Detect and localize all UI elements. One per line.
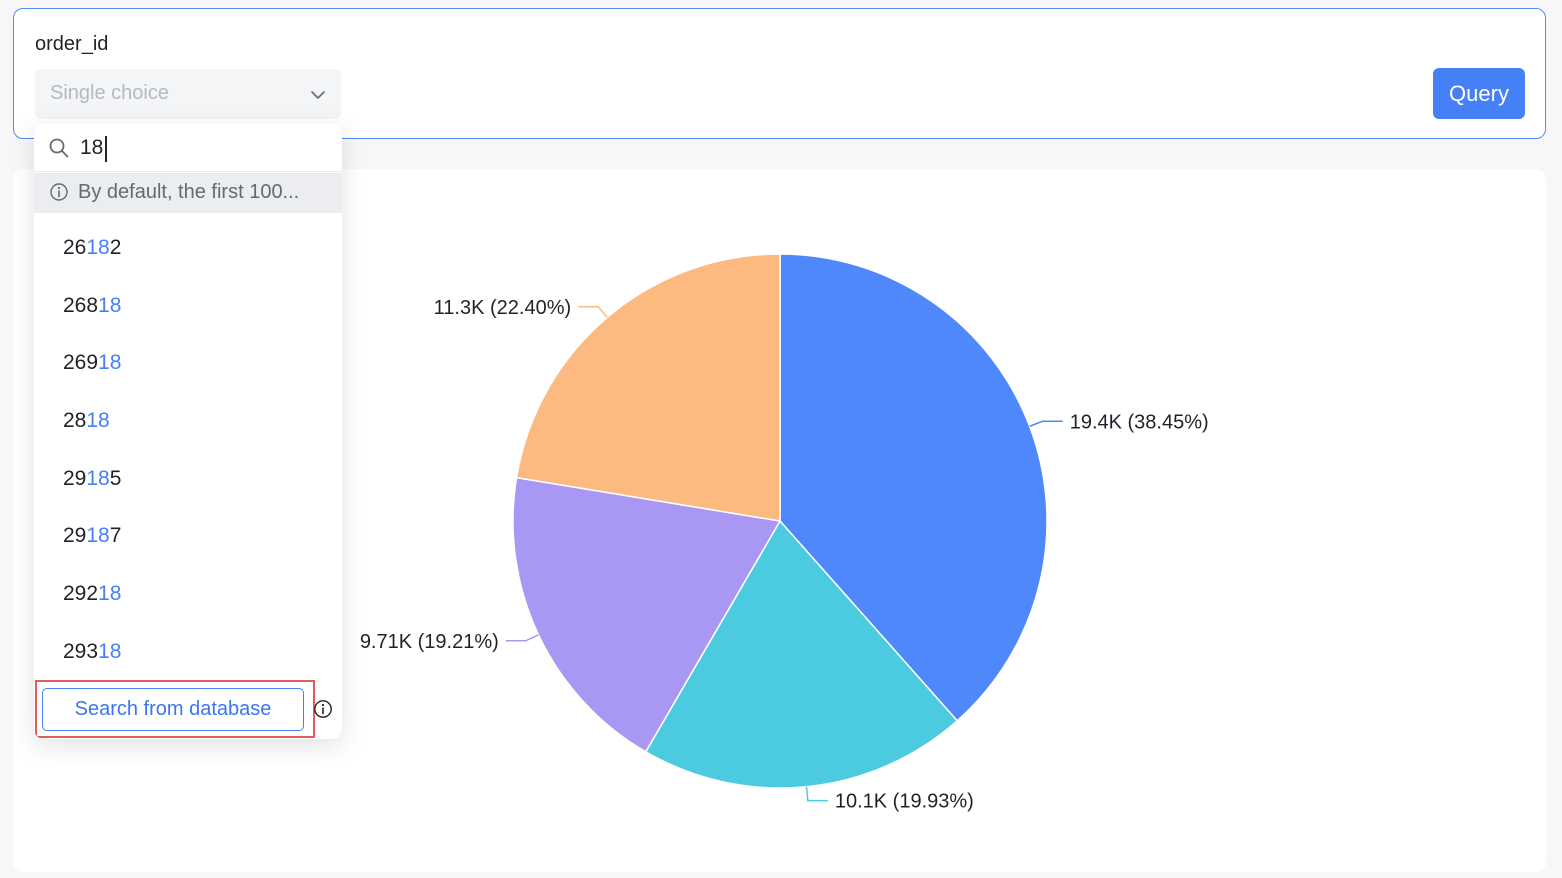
option-list: 26182 26818 26918 2818 29185 29187 29218 29318	[34, 213, 342, 675]
option-item[interactable]: 2818	[34, 386, 342, 444]
option-text: 268	[63, 293, 99, 317]
option-match-text: 18	[86, 236, 110, 259]
dropdown-search-input[interactable]	[80, 133, 320, 163]
notice-text: By default, the first 100...	[78, 181, 300, 203]
option-text: 5	[109, 466, 122, 490]
select-placeholder: Single choice	[50, 82, 169, 104]
option-item[interactable]: 26182	[34, 213, 342, 271]
option-item[interactable]: 26918	[34, 328, 342, 386]
option-text: 2	[109, 236, 122, 259]
pie-data-label: 11.3K (22.40%)	[434, 297, 572, 319]
highlight-frame	[35, 680, 315, 738]
pie-data-label: 10.1K (19.93%)	[835, 791, 974, 813]
info-icon[interactable]	[313, 699, 333, 719]
pie-slice[interactable]	[779, 253, 1048, 722]
search-icon	[49, 138, 69, 158]
pie-label-line	[805, 786, 828, 802]
option-text: 7	[109, 524, 122, 548]
option-match-text: 18	[86, 409, 110, 433]
info-icon	[50, 183, 68, 201]
option-text: 293	[63, 639, 99, 663]
option-text: 29	[63, 466, 87, 490]
pie-data-label: 9.71K (19.21%)	[360, 631, 499, 653]
chevron-down-icon	[311, 91, 325, 99]
option-text: 29	[63, 524, 87, 548]
order-id-select[interactable]: Single choice	[35, 69, 341, 119]
select-dropdown: By default, the first 100... 26182268182…	[34, 124, 342, 739]
default-limit-notice: By default, the first 100...	[34, 173, 342, 213]
filter-label: order_id	[35, 33, 109, 55]
option-item[interactable]: 29218	[34, 559, 342, 617]
option-match-text: 18	[98, 351, 122, 375]
query-button[interactable]: Query	[1433, 68, 1525, 119]
option-item[interactable]: 29318	[34, 617, 342, 675]
pie-chart: 19.4K (38.45%) 10.1K (19.93%) 9.71K (19.21…	[360, 253, 1209, 813]
pie-data-label: 19.4K (38.45%)	[1070, 411, 1209, 433]
option-text: 292	[63, 582, 99, 606]
pie-slice[interactable]	[515, 253, 781, 522]
text-caret	[105, 136, 107, 162]
option-item[interactable]: 29185	[34, 444, 342, 502]
option-match-text: 18	[98, 293, 122, 317]
filter-bar: order_id Single choice Query	[13, 8, 1546, 139]
option-text: 26	[63, 236, 87, 259]
option-match-text: 18	[98, 639, 122, 663]
pie-slice[interactable]	[512, 476, 782, 753]
option-item[interactable]: 26818	[34, 271, 342, 329]
option-text: 28	[63, 409, 87, 433]
option-match-text: 18	[98, 582, 122, 606]
option-match-text: 18	[86, 466, 110, 490]
pie-slice[interactable]	[644, 519, 959, 789]
search-from-database-button[interactable]: Search from database	[42, 688, 304, 731]
option-item[interactable]: 29187	[34, 501, 342, 559]
option-text: 269	[63, 351, 99, 375]
dropdown-search-row	[34, 124, 342, 172]
pie-label-line	[578, 306, 608, 318]
pie-label-line	[505, 634, 539, 642]
option-match-text: 18	[86, 524, 110, 548]
pie-label-line	[1029, 420, 1063, 427]
